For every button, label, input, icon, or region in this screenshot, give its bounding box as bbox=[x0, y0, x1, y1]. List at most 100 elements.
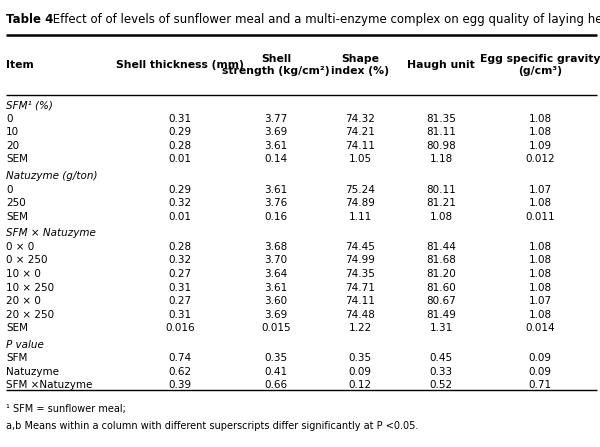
Text: 1.22: 1.22 bbox=[349, 323, 371, 333]
Text: 20: 20 bbox=[6, 141, 19, 151]
Text: 3.64: 3.64 bbox=[265, 269, 287, 279]
Text: 3.61: 3.61 bbox=[265, 283, 287, 292]
Text: 0.27: 0.27 bbox=[169, 296, 191, 306]
Text: 0.35: 0.35 bbox=[265, 354, 287, 363]
Text: 81.49: 81.49 bbox=[426, 309, 456, 320]
Text: 0.014: 0.014 bbox=[525, 323, 555, 333]
Text: 74.45: 74.45 bbox=[345, 242, 375, 252]
Text: 20 × 0: 20 × 0 bbox=[6, 296, 41, 306]
Text: 0.27: 0.27 bbox=[169, 269, 191, 279]
Text: 0: 0 bbox=[6, 185, 13, 194]
Text: 0.09: 0.09 bbox=[529, 367, 551, 377]
Text: 10 × 0: 10 × 0 bbox=[6, 269, 41, 279]
Text: 10 × 250: 10 × 250 bbox=[6, 283, 54, 292]
Text: 81.21: 81.21 bbox=[426, 198, 456, 208]
Text: 1.09: 1.09 bbox=[529, 141, 551, 151]
Text: 75.24: 75.24 bbox=[345, 185, 375, 194]
Text: 0.28: 0.28 bbox=[169, 141, 191, 151]
Text: 74.71: 74.71 bbox=[345, 283, 375, 292]
Text: 80.11: 80.11 bbox=[426, 185, 456, 194]
Text: 1.07: 1.07 bbox=[529, 185, 551, 194]
Text: 74.11: 74.11 bbox=[345, 296, 375, 306]
Text: 80.67: 80.67 bbox=[426, 296, 456, 306]
Text: 3.69: 3.69 bbox=[265, 309, 287, 320]
Text: 0.29: 0.29 bbox=[169, 185, 191, 194]
Text: 81.44: 81.44 bbox=[426, 242, 456, 252]
Text: 81.20: 81.20 bbox=[426, 269, 456, 279]
Text: 0.016: 0.016 bbox=[165, 323, 195, 333]
Text: 74.11: 74.11 bbox=[345, 141, 375, 151]
Text: 1.31: 1.31 bbox=[430, 323, 452, 333]
Text: 0.41: 0.41 bbox=[265, 367, 287, 377]
Text: 1.07: 1.07 bbox=[529, 296, 551, 306]
Text: 74.48: 74.48 bbox=[345, 309, 375, 320]
Text: 3.69: 3.69 bbox=[265, 127, 287, 137]
Text: 3.77: 3.77 bbox=[265, 114, 287, 124]
Text: 81.11: 81.11 bbox=[426, 127, 456, 137]
Text: 0.45: 0.45 bbox=[430, 354, 452, 363]
Text: 1.05: 1.05 bbox=[349, 154, 371, 164]
Text: SFM ×Natuzyme: SFM ×Natuzyme bbox=[6, 380, 92, 391]
Text: 0.35: 0.35 bbox=[349, 354, 371, 363]
Text: 0.09: 0.09 bbox=[529, 354, 551, 363]
Text: 0.32: 0.32 bbox=[169, 256, 191, 266]
Text: a,b Means within a column with different superscripts differ significantly at P : a,b Means within a column with different… bbox=[6, 421, 418, 430]
Text: 0.011: 0.011 bbox=[525, 211, 555, 222]
Text: 3.68: 3.68 bbox=[265, 242, 287, 252]
Text: SEM: SEM bbox=[6, 211, 28, 222]
Text: 0.01: 0.01 bbox=[169, 154, 191, 164]
Text: 0.29: 0.29 bbox=[169, 127, 191, 137]
Text: 1.08: 1.08 bbox=[529, 309, 551, 320]
Text: 3.61: 3.61 bbox=[265, 141, 287, 151]
Text: 74.32: 74.32 bbox=[345, 114, 375, 124]
Text: 0.31: 0.31 bbox=[169, 283, 191, 292]
Text: SEM: SEM bbox=[6, 154, 28, 164]
Text: 1.08: 1.08 bbox=[430, 211, 452, 222]
Text: Egg specific gravity
(g/cm³): Egg specific gravity (g/cm³) bbox=[480, 54, 600, 76]
Text: Table 4: Table 4 bbox=[6, 13, 53, 25]
Text: 1.08: 1.08 bbox=[529, 242, 551, 252]
Text: SFM × Natuzyme: SFM × Natuzyme bbox=[6, 228, 96, 238]
Text: 10: 10 bbox=[6, 127, 19, 137]
Text: 74.89: 74.89 bbox=[345, 198, 375, 208]
Text: 0.62: 0.62 bbox=[169, 367, 191, 377]
Text: 0.32: 0.32 bbox=[169, 198, 191, 208]
Text: SEM: SEM bbox=[6, 323, 28, 333]
Text: 0.012: 0.012 bbox=[525, 154, 555, 164]
Text: Effect of of levels of sunflower meal and a multi-enzyme complex on egg quality : Effect of of levels of sunflower meal an… bbox=[49, 13, 600, 25]
Text: 0 × 0: 0 × 0 bbox=[6, 242, 34, 252]
Text: 0.74: 0.74 bbox=[169, 354, 191, 363]
Text: 81.68: 81.68 bbox=[426, 256, 456, 266]
Text: 0 × 250: 0 × 250 bbox=[6, 256, 47, 266]
Text: Natuzyme (g/ton): Natuzyme (g/ton) bbox=[6, 171, 97, 181]
Text: Shape
index (%): Shape index (%) bbox=[331, 54, 389, 76]
Text: 74.21: 74.21 bbox=[345, 127, 375, 137]
Text: 3.60: 3.60 bbox=[265, 296, 287, 306]
Text: 0.71: 0.71 bbox=[529, 380, 551, 391]
Text: SFM¹ (%): SFM¹ (%) bbox=[6, 100, 53, 110]
Text: 0.66: 0.66 bbox=[265, 380, 287, 391]
Text: 0.39: 0.39 bbox=[169, 380, 191, 391]
Text: 0.52: 0.52 bbox=[430, 380, 452, 391]
Text: ¹ SFM = sunflower meal;: ¹ SFM = sunflower meal; bbox=[6, 404, 126, 413]
Text: 0.12: 0.12 bbox=[349, 380, 371, 391]
Text: 3.61: 3.61 bbox=[265, 185, 287, 194]
Text: 0.01: 0.01 bbox=[169, 211, 191, 222]
Text: SFM: SFM bbox=[6, 354, 28, 363]
Text: 0.015: 0.015 bbox=[261, 323, 291, 333]
Text: 0: 0 bbox=[6, 114, 13, 124]
Text: Shell
strength (kg/cm²): Shell strength (kg/cm²) bbox=[222, 54, 330, 76]
Text: 1.08: 1.08 bbox=[529, 269, 551, 279]
Text: 0.31: 0.31 bbox=[169, 114, 191, 124]
Text: 81.60: 81.60 bbox=[426, 283, 456, 292]
Text: Item: Item bbox=[6, 60, 34, 70]
Text: 80.98: 80.98 bbox=[426, 141, 456, 151]
Text: 0.09: 0.09 bbox=[349, 367, 371, 377]
Text: 250: 250 bbox=[6, 198, 26, 208]
Text: 3.76: 3.76 bbox=[265, 198, 287, 208]
Text: 1.08: 1.08 bbox=[529, 283, 551, 292]
Text: 74.35: 74.35 bbox=[345, 269, 375, 279]
Text: 1.18: 1.18 bbox=[430, 154, 452, 164]
Text: 1.08: 1.08 bbox=[529, 256, 551, 266]
Text: 0.16: 0.16 bbox=[265, 211, 287, 222]
